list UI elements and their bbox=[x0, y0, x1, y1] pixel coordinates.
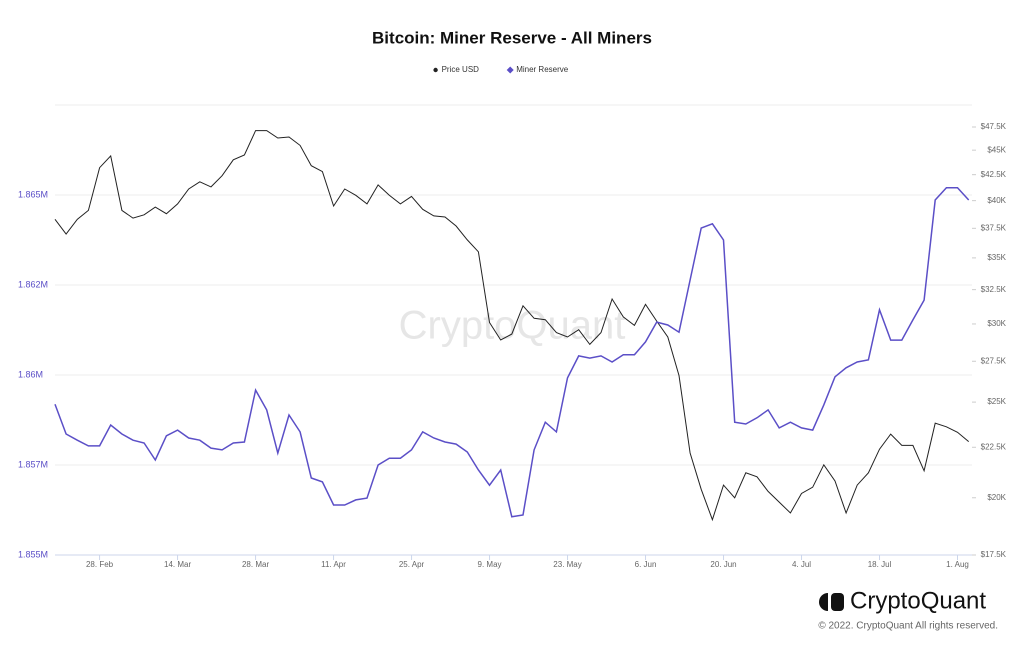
x-tick-label: 20. Jun bbox=[710, 560, 736, 569]
x-tick-label: 6. Jun bbox=[635, 560, 657, 569]
series-line bbox=[54, 130, 970, 522]
x-tick-label: 28. Mar bbox=[242, 560, 269, 569]
x-tick-label: 14. Mar bbox=[164, 560, 191, 569]
watermark: CryptoQuant bbox=[399, 304, 626, 348]
x-tick-label: 9. May bbox=[478, 560, 502, 569]
legend-item: Miner Reserve bbox=[506, 65, 569, 74]
y2-tick-label: $32.5K bbox=[981, 285, 1007, 294]
y2-tick-label: $20K bbox=[987, 493, 1006, 502]
y-tick-label: 1.857M bbox=[18, 459, 48, 469]
legend-marker bbox=[506, 66, 514, 74]
y2-tick-label: $42.5K bbox=[981, 170, 1007, 179]
y2-tick-label: $47.5K bbox=[981, 122, 1007, 131]
logo-shape bbox=[831, 593, 844, 611]
y-tick-label: 1.862M bbox=[18, 279, 48, 289]
logo-text: CryptoQuant bbox=[850, 587, 986, 614]
x-tick-label: 11. Apr bbox=[321, 560, 346, 569]
logo-icon bbox=[819, 593, 844, 611]
y2-tick-label: $37.5K bbox=[981, 223, 1007, 232]
y2-tick-label: $25K bbox=[987, 397, 1006, 406]
x-tick-label: 28. Feb bbox=[86, 560, 114, 569]
legend-label: Miner Reserve bbox=[516, 65, 569, 74]
legend-item: Price USD bbox=[433, 65, 479, 74]
y2-tick-label: $35K bbox=[987, 253, 1006, 262]
x-tick-label: 18. Jul bbox=[868, 560, 892, 569]
series-line bbox=[54, 187, 970, 518]
y2-tick-label: $30K bbox=[987, 319, 1006, 328]
x-tick-label: 1. Aug bbox=[946, 560, 969, 569]
chart-title: Bitcoin: Miner Reserve - All Miners bbox=[372, 28, 652, 47]
y2-tick-label: $45K bbox=[987, 145, 1006, 154]
x-tick-label: 4. Jul bbox=[792, 560, 811, 569]
legend-label: Price USD bbox=[442, 65, 480, 74]
y2-tick-label: $27.5K bbox=[981, 356, 1007, 365]
x-tick-label: 25. Apr bbox=[399, 560, 425, 569]
y-tick-label: 1.86M bbox=[18, 369, 43, 379]
y2-tick-label: $22.5K bbox=[981, 442, 1007, 451]
y2-tick-label: $40K bbox=[987, 196, 1006, 205]
logo-shape bbox=[819, 593, 828, 611]
x-tick-label: 23. May bbox=[553, 560, 581, 569]
y2-tick-label: $17.5K bbox=[981, 550, 1007, 559]
legend-marker bbox=[433, 67, 438, 73]
y-tick-label: 1.855M bbox=[18, 549, 48, 559]
copyright: © 2022. CryptoQuant All rights reserved. bbox=[818, 621, 998, 632]
y-tick-label: 1.865M bbox=[18, 189, 48, 199]
